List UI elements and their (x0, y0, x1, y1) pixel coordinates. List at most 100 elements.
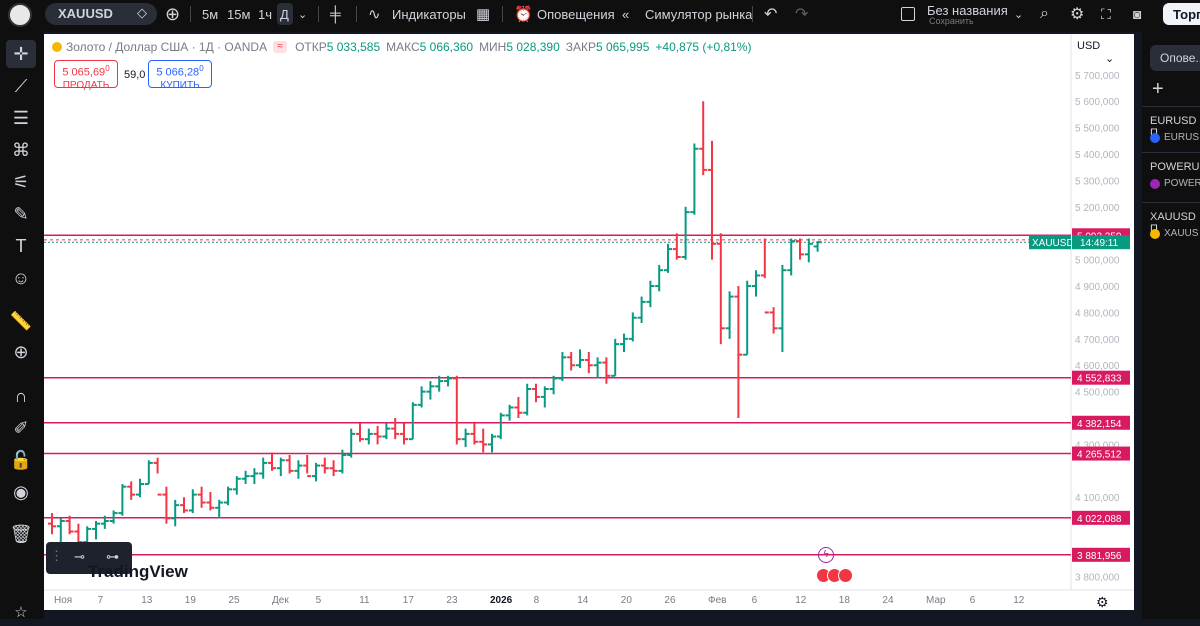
price-tick-label: 4 100,000 (1075, 493, 1120, 504)
time-tick-label: 13 (141, 595, 153, 606)
gold-icon (1150, 229, 1160, 239)
gear-icon[interactable]: ⚙ (1096, 594, 1109, 610)
currency-selector[interactable]: USD ⌄ (1077, 40, 1134, 65)
alert-title: POWERUS (1150, 161, 1200, 173)
symbol-search[interactable]: XAUUSD ◇ (45, 3, 157, 25)
camera-icon[interactable]: ◙ (1133, 6, 1142, 22)
time-tick-label: 7 (98, 595, 104, 606)
level-price-tag (1072, 415, 1130, 430)
price-chart[interactable]: 5 700,000 5 600,000 5 500,000 5 400,000 5 30… (44, 34, 1134, 610)
buy-price: 5 066,28 (156, 66, 200, 79)
price-tick-label: 5 400,000 (1075, 150, 1120, 161)
redo-icon[interactable]: ↷ (795, 6, 809, 23)
sell-button[interactable]: 5 065,690 ПРОДАТЬ (54, 60, 118, 91)
price-tick-label: 5 600,000 (1075, 97, 1120, 108)
ruler-icon[interactable]: 📏 (9, 310, 33, 331)
zoom-icon[interactable]: ⊕ (13, 341, 29, 362)
time-tick-label: 17 (403, 595, 415, 606)
alert-item[interactable]: EURUSD П EURUS (1142, 106, 1200, 152)
price-tick-label: 5 000,000 (1075, 256, 1120, 267)
open-label: ОТКР (295, 40, 327, 54)
diamond-icon: ◇ (137, 5, 147, 20)
price-tick-label: 4 800,000 (1075, 308, 1120, 319)
templates-icon[interactable]: ▦ (476, 6, 491, 23)
chevron-down-icon[interactable]: ⌄ (1014, 8, 1024, 21)
time-tick-label: 25 (228, 595, 240, 606)
pattern-icon[interactable]: ⌘ (12, 139, 30, 160)
avatar[interactable] (8, 3, 32, 27)
spread-value: 59,0 (124, 69, 146, 81)
price-tick-label: 4 900,000 (1075, 282, 1120, 293)
trendline-icon[interactable]: ⟋ (14, 75, 28, 96)
bar-style-icon[interactable]: ╪ (330, 5, 341, 23)
time-tick-label: Дек (272, 595, 289, 606)
price-tick-label: 5 700,000 (1075, 71, 1120, 82)
level-price-tag (1072, 510, 1130, 525)
time-tick-label: 20 (621, 595, 633, 606)
layout-name[interactable]: Без названия (927, 3, 1008, 18)
flag-icons[interactable] (816, 568, 856, 584)
magnet-icon[interactable]: ∩ (14, 385, 28, 406)
drawing-float-toolbar[interactable]: ⋮ ⊸ ⊶ (46, 542, 132, 574)
gear-icon[interactable]: ⚙ (1070, 6, 1085, 23)
lock-drawing-icon[interactable]: ✐ (13, 417, 29, 438)
alert-sub: POWER (1164, 178, 1200, 189)
add-alert-icon[interactable]: + (1152, 78, 1164, 100)
lock-icon[interactable]: 🔓 (9, 449, 33, 470)
crosshair-icon[interactable]: ✛ (6, 40, 36, 68)
interval-1h[interactable]: 1ч (258, 6, 273, 22)
close-value: 5 065,995 (596, 40, 650, 54)
line-tool-icon-2[interactable]: ⊶ (106, 549, 119, 564)
chevron-down-icon[interactable]: ⌄ (298, 8, 308, 21)
market-status-icon[interactable]: ≈ (273, 41, 288, 53)
price-tick-label: 5 300,000 (1075, 176, 1120, 187)
time-tick-label: 8 (534, 595, 540, 606)
eye-icon[interactable]: ◉ (13, 481, 29, 502)
interval-15m[interactable]: 15м (227, 6, 251, 22)
alert-item[interactable]: XAUUSD П XAUUS (1142, 202, 1200, 252)
emoji-icon[interactable]: ☺ (11, 267, 31, 288)
level-price-label: 4 022,088 (1077, 514, 1122, 525)
layout-icon[interactable] (901, 7, 915, 21)
interval-5m[interactable]: 5м (202, 6, 219, 22)
fullscreen-icon[interactable]: ⛶ (1101, 5, 1111, 22)
trash-icon[interactable]: 🗑 (9, 523, 33, 544)
alerts-button[interactable]: Оповещения (537, 6, 615, 22)
drawing-toolbar: ✛ ⟋ ☰ ⌘ ⚟ ✎ T ☺ 📏 ⊕ ∩ ✐ 🔓 ◉ 🗑 ☆ (0, 32, 44, 621)
alarm-icon[interactable]: ⏰ (514, 6, 533, 23)
alerts-tab[interactable]: Опове... (1150, 45, 1200, 71)
chart-area[interactable]: 5 700,000 5 600,000 5 500,000 5 400,000 5 30… (44, 34, 1134, 610)
level-price-tag (1072, 370, 1130, 385)
fib-icon[interactable]: ☰ (12, 107, 30, 128)
forecast-icon[interactable]: ⚟ (12, 171, 30, 192)
replay-icon[interactable]: « (622, 6, 630, 22)
time-tick-label: 14 (577, 595, 589, 606)
undo-icon[interactable]: ↶ (764, 6, 778, 23)
alert-item[interactable]: POWERUS POWER (1142, 152, 1200, 202)
trade-button[interactable]: Торго (1163, 3, 1200, 25)
us-flag-icon[interactable] (838, 568, 853, 583)
add-symbol-icon[interactable]: ⊕ (165, 3, 181, 24)
symbol-tag (1029, 235, 1071, 250)
euro-icon (1150, 133, 1160, 143)
indicators-icon[interactable]: ∿ (368, 6, 381, 23)
symbol-name: XAUUSD (58, 6, 113, 21)
divider (502, 6, 503, 22)
time-tick-label: Фев (708, 595, 726, 606)
watermark: TradingView (58, 562, 188, 582)
legend-title[interactable]: Золото / Доллар США · 1Д · OANDA (66, 40, 268, 54)
brush-icon[interactable]: ✎ (13, 203, 29, 224)
search-icon[interactable]: ⌕ (1040, 5, 1049, 22)
interval-1d[interactable]: Д (277, 3, 293, 25)
line-tool-icon[interactable]: ⊸ (74, 549, 85, 564)
star-icon[interactable]: ☆ (14, 604, 28, 621)
text-icon[interactable]: T (15, 235, 27, 256)
replay-button[interactable]: Симулятор рынка (645, 6, 753, 22)
high-label: МАКС (386, 40, 420, 54)
buy-button[interactable]: 5 066,280 КУПИТЬ (148, 60, 212, 91)
lightning-icon[interactable]: ϟ (818, 547, 834, 563)
time-tick-label: 6 (752, 595, 758, 606)
indicators-button[interactable]: Индикаторы (392, 6, 466, 22)
change-value: +40,875 (+0,81%) (655, 40, 752, 54)
drag-handle-icon[interactable]: ⋮ (50, 548, 63, 563)
